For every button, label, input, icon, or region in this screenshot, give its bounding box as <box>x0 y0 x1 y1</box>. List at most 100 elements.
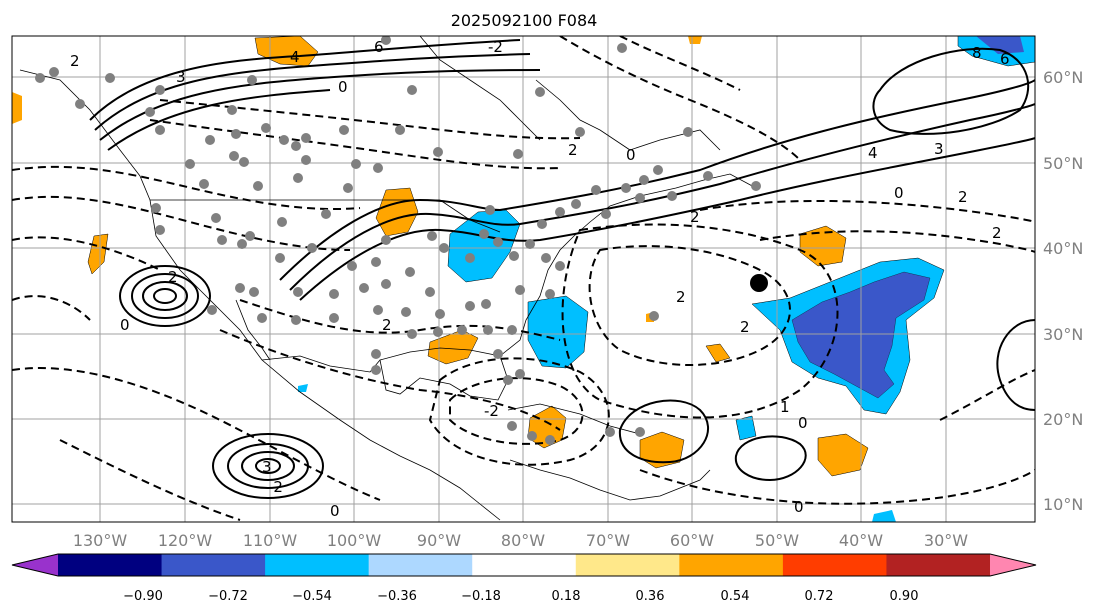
lon-tick-label: 30°W <box>924 531 968 550</box>
colorbar-segment <box>58 554 163 576</box>
colorbar <box>11 553 1037 577</box>
longitude-labels: 130°W 120°W 110°W 100°W 90°W 80°W 70°W 6… <box>73 531 968 550</box>
feature-marker <box>750 274 768 292</box>
lon-tick-label: 60°W <box>670 531 714 550</box>
contour-dashed <box>12 165 361 211</box>
fill-darkblue-ne-corner <box>976 36 1024 54</box>
contour-low-epac <box>241 451 295 481</box>
contour-dashed <box>239 299 561 341</box>
contour-label: 0 <box>894 184 904 202</box>
fill-orange-mid-atl-south <box>817 433 869 477</box>
contour-label: 0 <box>794 498 804 516</box>
contour-label: 0 <box>330 502 340 520</box>
contour-solid <box>99 69 541 141</box>
contour-solid <box>279 79 1035 281</box>
contour-label: -2 <box>268 478 283 496</box>
contour-low-pac <box>153 288 177 304</box>
contour-label: 8 <box>972 44 982 62</box>
lat-tick-label: 60°N <box>1043 68 1083 87</box>
contour-label: 6 <box>1000 50 1010 68</box>
contour-dashed <box>639 469 1035 505</box>
lat-tick-label: 40°N <box>1043 239 1083 258</box>
fill-orange-west-edge <box>12 92 22 124</box>
colorbar-label: −0.72 <box>208 589 248 604</box>
map-border <box>11 35 1036 523</box>
contour-label: 4 <box>290 48 300 66</box>
contour-solid <box>89 39 521 121</box>
colorbar-segment <box>575 554 680 576</box>
contour-label: 0 <box>626 146 636 164</box>
colorbar-extend-max <box>990 554 1036 576</box>
contour-dashed <box>12 295 91 321</box>
contour-solid <box>872 47 1030 135</box>
contour-label: 2 <box>382 316 392 334</box>
colorbar-label: 0.72 <box>805 589 834 604</box>
contour-dashed <box>619 36 741 91</box>
contour-dashed <box>449 377 584 445</box>
lon-tick-label: 80°W <box>501 531 545 550</box>
contour-low-epac <box>255 458 281 474</box>
lon-tick-label: 40°W <box>839 531 883 550</box>
colorbar-label: −0.18 <box>461 589 501 604</box>
contour-dashed <box>219 329 561 431</box>
contour-label: 2 <box>70 52 80 70</box>
contour-dashed <box>561 223 839 419</box>
contour-low-pac <box>131 273 199 319</box>
contour-dashed <box>59 439 241 521</box>
colorbar-segment <box>679 554 784 576</box>
contour-solid <box>996 319 1035 411</box>
colorbar-label: 0.36 <box>636 589 665 604</box>
lat-tick-label: 10°N <box>1043 495 1083 514</box>
contour-label: -2 <box>484 402 499 420</box>
contour-dashed <box>699 199 1035 223</box>
contour-dashed <box>428 357 610 466</box>
contour-label: 2 <box>740 318 750 336</box>
colorbar-segment <box>472 554 577 576</box>
fill-orange-small-1 <box>705 343 731 363</box>
contour-label: 6 <box>374 38 384 56</box>
contour-solid <box>94 53 531 131</box>
colorbar-labels: −0.90 −0.72 −0.54 −0.36 −0.18 0.18 0.36 … <box>123 589 918 604</box>
contour-dashed <box>759 230 1035 253</box>
contour-dashed <box>12 195 351 251</box>
station-markers <box>35 36 761 445</box>
contour-dashed <box>12 236 161 271</box>
graticule <box>12 36 1035 522</box>
colorbar-label: 0.18 <box>552 589 581 604</box>
contour-label: 2 <box>568 141 578 159</box>
contour-label: 2 <box>992 224 1002 242</box>
lat-tick-label: 20°N <box>1043 410 1083 429</box>
map-title: 2025092100 F084 <box>451 11 598 30</box>
contour-label: 0 <box>338 78 348 96</box>
contour-solid <box>299 137 1035 301</box>
colorbar-label: 0.54 <box>721 589 750 604</box>
fill-blue-atlantic-coast <box>527 295 589 369</box>
contour-dashed <box>12 367 381 501</box>
contour-low-epac <box>212 433 324 499</box>
colorbar-outline <box>11 553 1037 577</box>
colorbar-label: −0.54 <box>292 589 332 604</box>
contour-dashed <box>149 119 561 170</box>
contour-label: 4 <box>868 144 878 162</box>
contours <box>12 36 1035 521</box>
contour-label: 0 <box>798 414 808 432</box>
fill-blue-small-2 <box>872 510 896 522</box>
contour-label: -2 <box>488 38 503 56</box>
colorbar-segment <box>782 554 887 576</box>
contour-label: 0 <box>120 316 130 334</box>
contour-solid <box>618 399 710 464</box>
contour-label: 2 <box>168 268 178 286</box>
contour-label: 2 <box>958 188 968 206</box>
contour-label: 1 <box>780 398 790 416</box>
contour-label: 3 <box>262 458 272 476</box>
colorbar-segment <box>368 554 473 576</box>
fill-orange-ne <box>688 36 702 44</box>
contour-dashed <box>939 369 1035 421</box>
contour-dashed <box>559 36 801 161</box>
contour-low-pac <box>142 281 188 311</box>
colorbar-label: −0.36 <box>377 589 417 604</box>
lon-tick-label: 50°W <box>755 531 799 550</box>
lon-tick-label: 110°W <box>243 531 298 550</box>
fill-blue-small-1 <box>735 415 757 441</box>
